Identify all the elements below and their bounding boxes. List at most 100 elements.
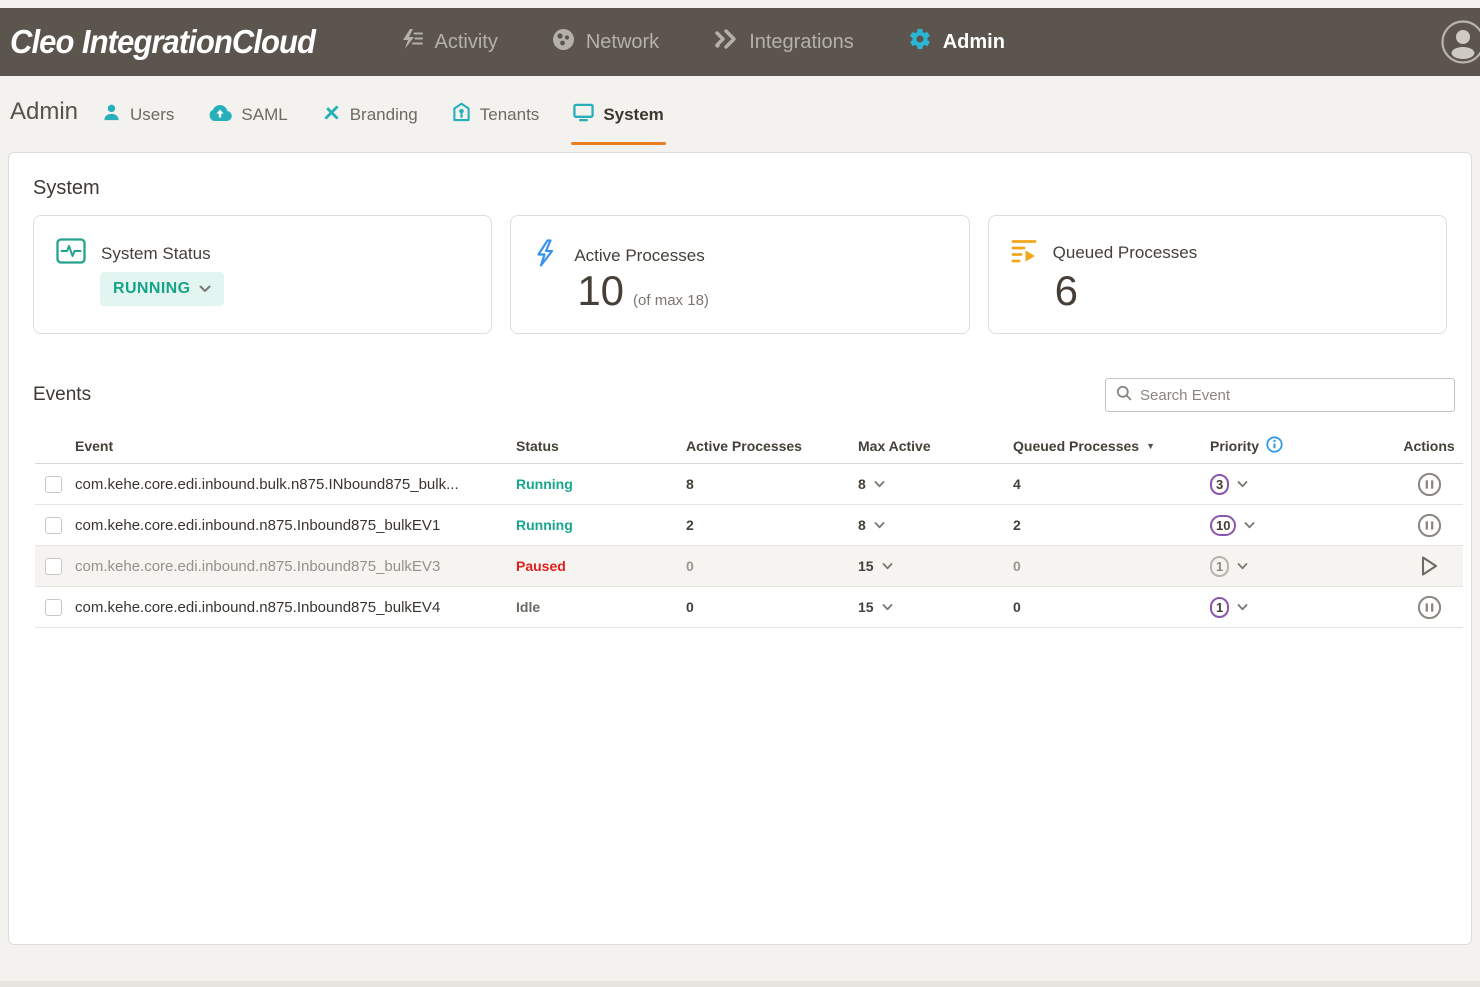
top-navigation-bar: Cleo IntegrationCloud Activity Network In… xyxy=(0,8,1480,76)
search-event-input[interactable] xyxy=(1140,386,1444,404)
event-name: com.kehe.core.edi.inbound.n875.Inbound87… xyxy=(75,516,441,534)
max-active-dropdown[interactable]: 15 xyxy=(858,599,893,615)
system-status-dropdown[interactable]: RUNNING xyxy=(100,272,225,306)
footer-strip xyxy=(0,981,1480,987)
branding-tools-icon xyxy=(322,103,341,127)
priority-dropdown[interactable]: 10 xyxy=(1210,514,1255,536)
row-checkbox[interactable] xyxy=(45,557,62,575)
integrations-icon xyxy=(713,28,738,56)
max-active-dropdown[interactable]: 8 xyxy=(858,476,885,492)
max-active-dropdown[interactable]: 8 xyxy=(858,517,885,533)
col-event: Event xyxy=(75,437,114,454)
active-processes-cell: 0 xyxy=(686,558,694,574)
priority-dropdown[interactable]: 1 xyxy=(1210,596,1248,618)
event-search-box xyxy=(1105,378,1455,412)
tab-system[interactable]: System xyxy=(571,103,667,145)
tab-users[interactable]: Users xyxy=(102,103,174,131)
admin-sub-navigation: Admin Users SAML Branding Tenants xyxy=(0,76,1480,152)
priority-dropdown[interactable]: 3 xyxy=(1210,473,1248,495)
events-table: Event Status Active Processes Max Active… xyxy=(35,428,1463,628)
table-row: com.kehe.core.edi.inbound.bulk.n875.INbo… xyxy=(35,464,1463,505)
queued-processes-cell: 0 xyxy=(1013,558,1021,574)
active-processes-cell: 2 xyxy=(686,517,694,533)
col-actions: Actions xyxy=(1403,437,1455,454)
saml-cloud-icon xyxy=(208,103,233,127)
priority-dropdown[interactable]: 1 xyxy=(1210,555,1248,577)
status-text: Paused xyxy=(516,558,566,574)
lightning-bolt-icon xyxy=(533,238,559,273)
nav-integrations[interactable]: Integrations xyxy=(713,28,854,56)
sort-desc-icon: ▼ xyxy=(1146,440,1155,451)
active-processes-title: Active Processes xyxy=(574,245,705,265)
queue-list-icon xyxy=(1011,238,1038,268)
chevron-down-icon xyxy=(1237,562,1248,570)
user-avatar[interactable] xyxy=(1440,19,1480,65)
queued-processes-value: 6 xyxy=(1054,267,1079,314)
priority-badge: 10 xyxy=(1210,514,1237,536)
cleo-logo: Cleo IntegrationCloud xyxy=(10,23,316,60)
active-processes-max: (of max 18) xyxy=(633,292,709,309)
row-checkbox[interactable] xyxy=(45,516,62,534)
active-processes-card: Active Processes 10 (of max 18) xyxy=(510,215,970,334)
events-heading: Events xyxy=(33,384,92,405)
col-active-processes: Active Processes xyxy=(686,437,802,454)
queued-processes-cell: 0 xyxy=(1013,599,1021,615)
priority-badge: 1 xyxy=(1210,596,1230,618)
events-table-body: com.kehe.core.edi.inbound.bulk.n875.INbo… xyxy=(35,464,1463,628)
activity-icon xyxy=(400,28,424,56)
nav-network[interactable]: Network xyxy=(552,28,659,57)
tab-saml[interactable]: SAML xyxy=(208,103,288,131)
col-priority: Priority xyxy=(1210,435,1395,456)
max-active-dropdown[interactable]: 15 xyxy=(858,558,893,574)
pause-button[interactable] xyxy=(1417,513,1442,538)
active-processes-cell: 0 xyxy=(686,599,694,615)
chevron-down-icon xyxy=(874,521,885,529)
status-text: Idle xyxy=(516,599,541,615)
chevron-down-icon xyxy=(882,603,893,611)
pause-button[interactable] xyxy=(1417,595,1442,620)
col-queued-processes[interactable]: Queued Processes ▼ xyxy=(1013,437,1155,454)
system-status-card: System Status RUNNING xyxy=(33,215,493,334)
chevron-down-icon xyxy=(1237,480,1248,488)
priority-badge: 1 xyxy=(1210,555,1230,577)
status-text: Running xyxy=(516,517,573,533)
system-monitor-icon xyxy=(573,103,595,127)
nav-admin[interactable]: Admin xyxy=(908,27,1005,57)
info-icon[interactable] xyxy=(1266,435,1283,456)
system-status-pulse-icon xyxy=(56,238,86,269)
row-checkbox[interactable] xyxy=(45,475,62,493)
chevron-down-icon xyxy=(1237,603,1248,611)
page-title: Admin xyxy=(10,98,79,125)
queued-processes-title: Queued Processes xyxy=(1052,243,1198,262)
table-row: com.kehe.core.edi.inbound.n875.Inbound87… xyxy=(35,546,1463,587)
users-icon xyxy=(102,103,121,127)
nav-activity[interactable]: Activity xyxy=(400,28,498,56)
queued-processes-cell: 4 xyxy=(1013,476,1021,492)
system-heading: System xyxy=(33,177,100,199)
event-name: com.kehe.core.edi.inbound.n875.Inbound87… xyxy=(75,557,441,575)
chevron-down-icon xyxy=(1244,521,1255,529)
tenants-icon xyxy=(452,102,471,127)
event-name: com.kehe.core.edi.inbound.bulk.n875.INbo… xyxy=(75,475,459,493)
table-row: com.kehe.core.edi.inbound.n875.Inbound87… xyxy=(35,587,1463,628)
tab-tenants[interactable]: Tenants xyxy=(452,102,539,131)
chevron-down-icon xyxy=(199,285,211,293)
pause-button[interactable] xyxy=(1417,472,1442,497)
events-table-header: Event Status Active Processes Max Active… xyxy=(35,428,1463,464)
tab-branding[interactable]: Branding xyxy=(322,103,418,131)
chevron-down-icon xyxy=(882,562,893,570)
search-icon xyxy=(1116,385,1132,406)
chevron-down-icon xyxy=(874,480,885,488)
admin-gear-icon xyxy=(908,27,932,57)
queued-processes-card: Queued Processes 6 xyxy=(987,215,1447,334)
queued-processes-cell: 2 xyxy=(1013,517,1021,533)
play-button[interactable] xyxy=(1418,554,1440,578)
event-name: com.kehe.core.edi.inbound.n875.Inbound87… xyxy=(75,598,441,616)
row-checkbox[interactable] xyxy=(45,598,62,616)
system-status-title: System Status xyxy=(101,243,211,263)
active-processes-cell: 8 xyxy=(686,476,694,492)
col-max-active: Max Active xyxy=(858,437,931,454)
col-status: Status xyxy=(516,437,559,454)
active-processes-value: 10 xyxy=(577,267,625,314)
system-panel: System System Status RUNNING xyxy=(8,152,1472,945)
